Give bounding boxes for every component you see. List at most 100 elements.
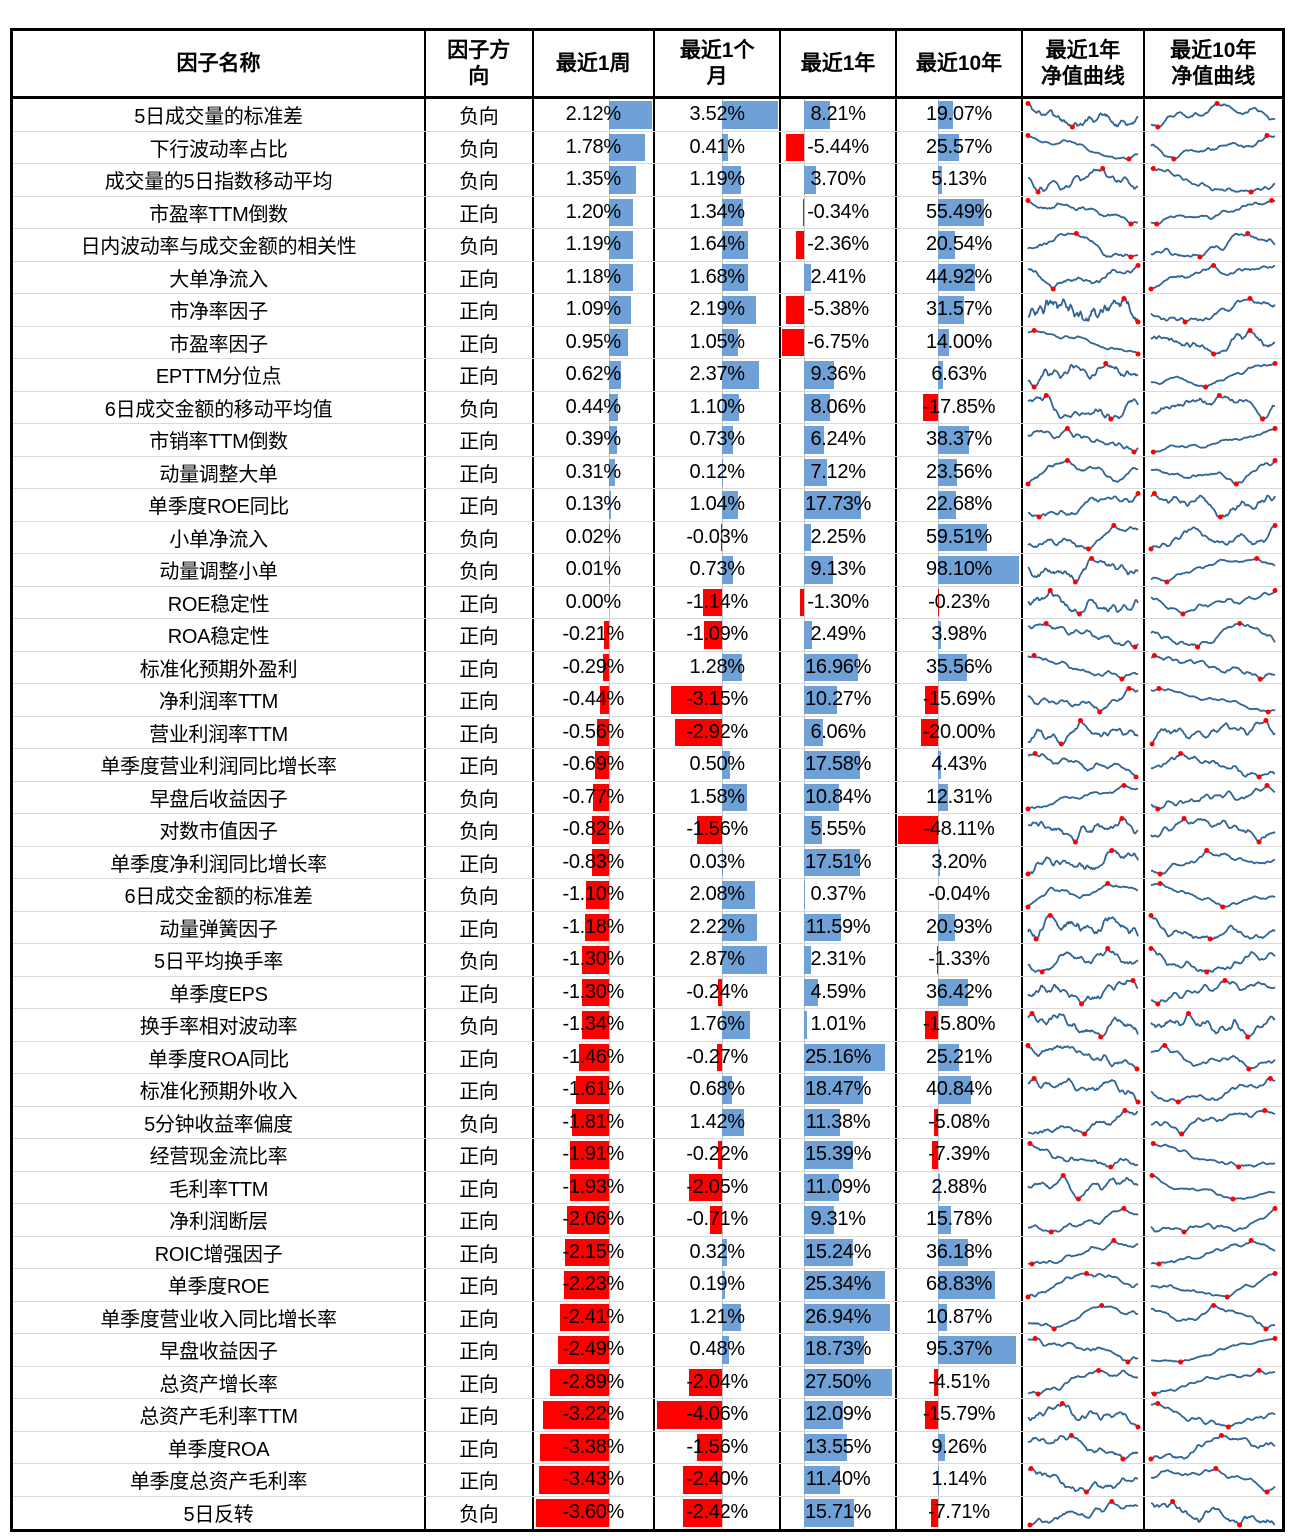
cell-y1: 18.73%: [781, 1334, 897, 1366]
databar-negative: [696, 816, 722, 844]
cell-y1: 12.09%: [781, 1399, 897, 1431]
sparkline-extreme-marker: [1220, 904, 1226, 909]
databar-positive: [937, 328, 950, 356]
nav-curve-1y-cell: [1023, 879, 1145, 911]
nav-curve-10y-cell: [1145, 1074, 1282, 1106]
value-y10: 55.49%: [925, 200, 993, 223]
factor-name: 早盘后收益因子: [149, 788, 288, 811]
nav-sparkline-10y: [1151, 1465, 1276, 1494]
table-row: 5分钟收益率偏度 负向 -1.81% 1.42% 11.38% -5.08%: [13, 1106, 1282, 1139]
factor-direction-cell: 正向: [426, 1074, 534, 1106]
factor-name-cell: ROE稳定性: [13, 586, 427, 618]
sparkline-extreme-marker: [1025, 100, 1031, 106]
nav-sparkline-10y: [1148, 945, 1276, 974]
databar-positive: [937, 361, 944, 389]
cell-w1: -0.44%: [534, 684, 655, 716]
databar-axis: [937, 684, 939, 716]
sparkline-extreme-marker: [1264, 1489, 1270, 1494]
databar-axis: [608, 749, 610, 781]
databar-positive: [937, 1303, 947, 1331]
factor-name: 市盈率TTM倒数: [149, 203, 288, 226]
value-m1: 0.50%: [689, 753, 746, 776]
databar-negative: [569, 1173, 609, 1201]
cell-y10: 98.10%: [897, 554, 1024, 586]
databar-negative: [540, 1433, 609, 1461]
nav-curve-10y-cell: [1145, 229, 1282, 261]
factor-direction-cell: 正向: [426, 359, 534, 391]
factor-direction: 正向: [459, 1048, 499, 1071]
column-header-w1: 最近1周: [534, 31, 655, 96]
nav-curve-1y-cell: [1023, 489, 1145, 521]
databar-positive: [937, 1173, 941, 1201]
factor-name-cell: 单季度EPS: [13, 976, 427, 1008]
column-header-direction: 因子方 向: [426, 31, 534, 96]
factor-direction-cell: 正向: [426, 586, 534, 618]
nav-sparkline-1y: [1025, 783, 1139, 812]
cell-y10: -7.71%: [897, 1496, 1024, 1529]
databar-negative: [710, 1206, 722, 1234]
cell-y1: 25.16%: [781, 1041, 897, 1073]
factor-name-cell: 经营现金流比率: [13, 1139, 427, 1171]
value-y10: -0.04%: [928, 883, 990, 906]
cell-y1: 11.09%: [781, 1171, 897, 1203]
factor-name: 单季度EPS: [169, 983, 268, 1006]
factor-name: 换手率相对波动率: [139, 1016, 298, 1039]
value-y1: 26.94%: [805, 1305, 872, 1328]
databar-negative: [593, 783, 609, 811]
databar-axis: [608, 554, 610, 586]
nav-sparkline-10y: [1150, 490, 1277, 519]
nav-curve-10y-cell: [1145, 587, 1282, 619]
table-row: 单季度ROE 正向 -2.23% 0.19% 25.34% 68.83%: [13, 1269, 1282, 1302]
databar-positive: [608, 231, 633, 259]
cell-w1: 0.62%: [534, 359, 655, 391]
databar-axis: [608, 1464, 610, 1496]
value-y10: -15.69%: [922, 688, 996, 711]
value-m1: 0.19%: [689, 1273, 746, 1296]
cell-y10: -0.23%: [897, 586, 1024, 618]
databar-positive: [803, 101, 831, 129]
value-w1: -3.22%: [562, 1403, 625, 1426]
databar-negative: [689, 1368, 722, 1396]
sparkline-extreme-marker: [1260, 416, 1266, 422]
databar-positive: [803, 1433, 848, 1461]
table-row: 早盘收益因子 正向 -2.49% 0.48% 18.73% 95.37%: [13, 1334, 1282, 1367]
sparkline-extreme-marker: [1211, 351, 1217, 357]
databar-positive: [803, 556, 834, 584]
sparkline-extreme-marker: [1148, 1456, 1154, 1462]
sparkline-extreme-marker: [1148, 913, 1154, 918]
value-y1: 4.59%: [810, 980, 866, 1003]
table-row: 大单净流入 正向 1.18% 1.68% 2.41% 44.92%: [13, 261, 1282, 294]
databar-axis: [608, 944, 610, 976]
databar-positive: [721, 946, 768, 974]
cell-w1: -0.29%: [534, 651, 655, 683]
sparkline-extreme-marker: [1237, 1522, 1243, 1527]
databar-positive: [803, 653, 859, 681]
sparkline-extreme-marker: [1272, 1205, 1278, 1211]
databar-negative: [539, 1466, 609, 1494]
nav-curve-10y-cell: [1145, 1367, 1282, 1399]
factor-name-cell: 市盈率因子: [13, 326, 427, 358]
value-y10: 1.14%: [931, 1468, 987, 1491]
factor-name: 标准化预期外盈利: [139, 658, 298, 681]
sparkline-extreme-marker: [1152, 653, 1158, 658]
databar-positive: [721, 198, 743, 226]
factor-direction-cell: 正向: [426, 684, 534, 716]
table-row: 市销率TTM倒数 正向 0.39% 0.73% 6.24% 38.37%: [13, 424, 1282, 457]
value-y10: 22.68%: [925, 493, 993, 516]
nav-curve-10y-cell: [1145, 424, 1282, 456]
databar-negative: [570, 1141, 609, 1169]
cell-w1: -3.60%: [534, 1496, 655, 1529]
factor-name-cell: 单季度ROA同比: [13, 1041, 427, 1073]
sparkline-extreme-marker: [1155, 806, 1161, 812]
sparkline-extreme-marker: [1248, 189, 1254, 194]
value-w1: -3.38%: [562, 1435, 625, 1458]
nav-curve-1y-cell: [1023, 846, 1145, 878]
cell-m1: -2.42%: [655, 1496, 782, 1529]
cell-y10: -0.04%: [897, 879, 1024, 911]
value-m1: -2.42%: [686, 1501, 748, 1524]
nav-sparkline-1y: [1027, 1140, 1139, 1169]
cell-y1: 9.36%: [781, 359, 897, 391]
cell-y1: 2.49%: [781, 619, 897, 651]
sparkline-extreme-marker: [1256, 774, 1262, 779]
factor-name: 单季度ROE同比: [148, 496, 289, 519]
